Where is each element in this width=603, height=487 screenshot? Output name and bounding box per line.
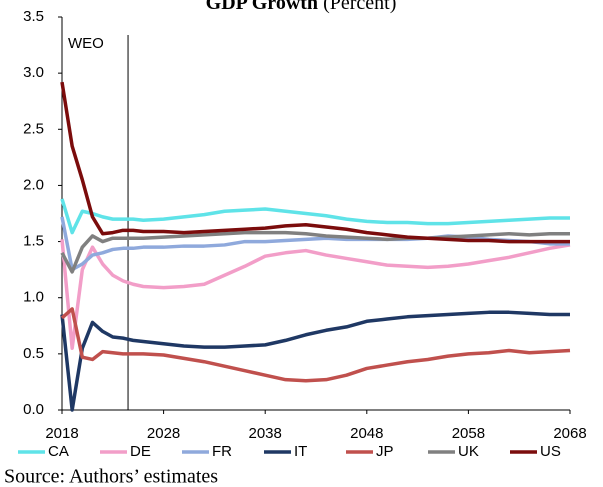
y-tick-label: 3.0 [23,64,44,81]
y-tick-label: 0.0 [23,401,44,418]
legend-label: CA [48,443,69,460]
y-tick-label: 3.5 [23,8,44,25]
series-line [60,81,570,244]
annotation-label: WEO [68,35,104,52]
legend-label: US [540,443,561,460]
title-main: GDP Growth [206,0,318,14]
series-line [60,230,570,274]
source: Source: Authors’ estimates [4,466,218,487]
legend-label: UK [458,443,479,460]
series-line [60,198,570,235]
y-tick-label: 1.5 [23,233,44,250]
y-tick-label: 1.0 [23,289,44,306]
legend-label: JP [376,443,394,460]
y-tick-label: 2.5 [23,120,44,137]
x-tick-label: 2018 [45,425,78,442]
x-tick-label: 2048 [350,425,383,442]
series-line [60,307,571,383]
chart-title: GDP Growth (Percent) [206,0,397,14]
x-tick-label: 2028 [147,425,180,442]
y-tick-label: 0.5 [23,345,44,362]
title-unit: (Percent) [323,0,396,14]
legend-label: DE [130,443,151,460]
series-line [60,310,570,412]
legend-label: IT [294,443,307,460]
x-tick-label: 2068 [553,425,586,442]
x-tick-label: 2058 [452,425,485,442]
legend-label: FR [212,443,232,460]
y-tick-label: 2.0 [23,176,44,193]
series-line [60,239,571,350]
x-tick-label: 2038 [249,425,282,442]
